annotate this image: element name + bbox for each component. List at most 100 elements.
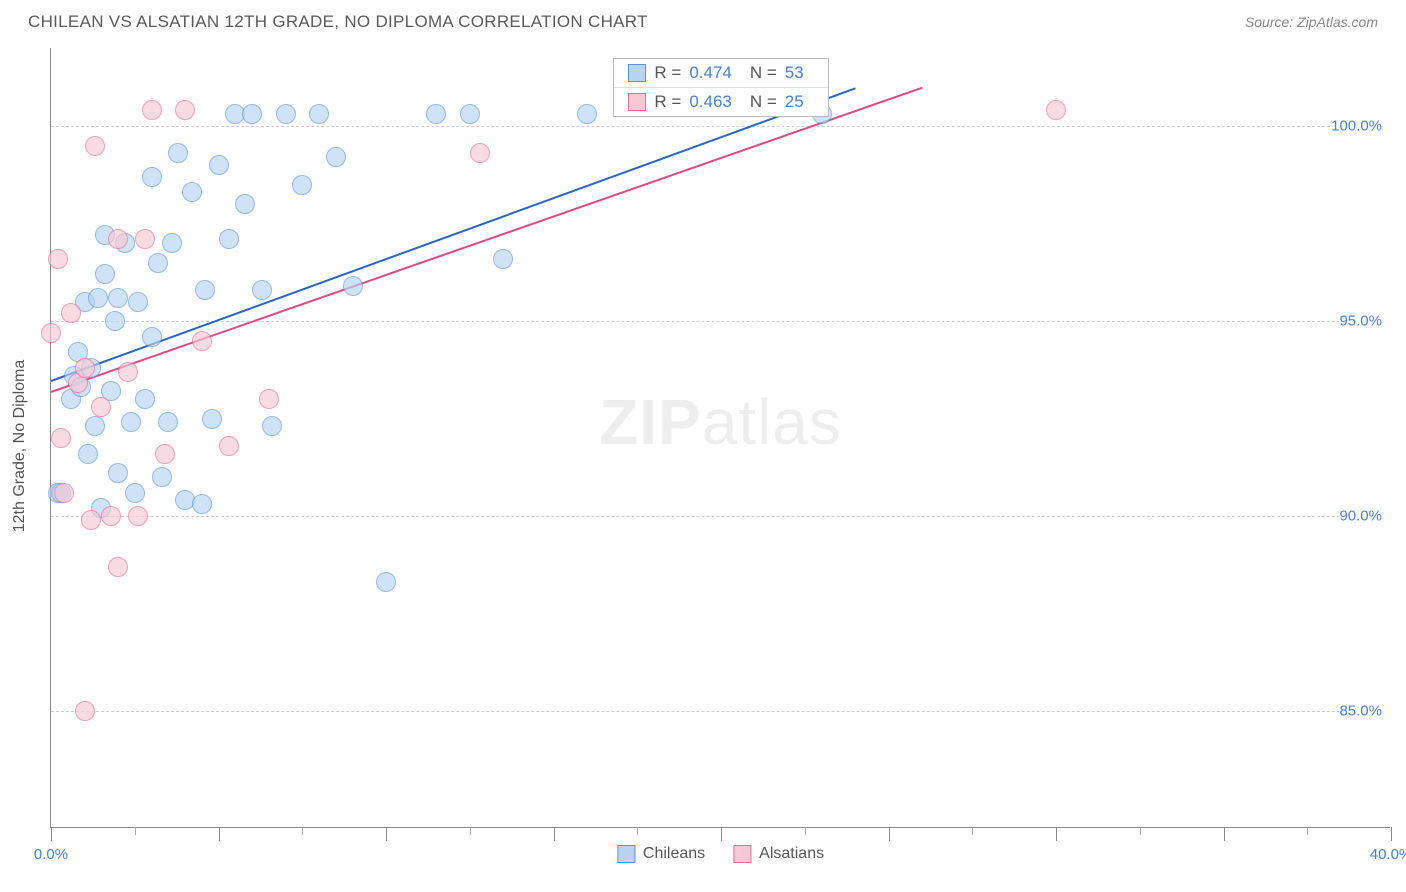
data-point <box>326 147 346 167</box>
data-point <box>135 389 155 409</box>
data-point <box>108 463 128 483</box>
stats-box: R = 0.474 N = 53 R = 0.463 N = 25 <box>613 58 828 117</box>
data-point <box>108 288 128 308</box>
stat-r-value: 0.474 <box>689 63 732 83</box>
y-tick-label: 100.0% <box>1331 118 1392 135</box>
data-point <box>148 253 168 273</box>
chart-title: CHILEAN VS ALSATIAN 12TH GRADE, NO DIPLO… <box>28 12 648 32</box>
x-tick-minor <box>1307 827 1308 835</box>
x-tick-minor <box>1140 827 1141 835</box>
x-tick <box>1391 827 1392 841</box>
data-point <box>101 506 121 526</box>
stat-n-value: 53 <box>785 63 804 83</box>
gridline <box>51 516 1390 517</box>
x-tick-minor <box>805 827 806 835</box>
x-tick-label: 0.0% <box>34 846 68 863</box>
legend-swatch <box>733 845 751 863</box>
data-point <box>242 104 262 124</box>
x-tick <box>721 827 722 841</box>
legend-label: Chileans <box>643 845 705 863</box>
data-point <box>108 229 128 249</box>
x-tick <box>1056 827 1057 841</box>
legend: Chileans Alsatians <box>617 845 824 863</box>
y-axis-label: 12th Grade, No Diploma <box>11 360 29 533</box>
legend-swatch <box>628 64 646 82</box>
data-point <box>91 397 111 417</box>
y-tick-label: 85.0% <box>1339 703 1392 720</box>
stats-row: R = 0.463 N = 25 <box>614 88 827 116</box>
stat-n-label: N = <box>750 92 777 112</box>
data-point <box>85 416 105 436</box>
x-tick-minor <box>972 827 973 835</box>
x-tick <box>51 827 52 841</box>
stat-r-label: R = <box>654 63 681 83</box>
chart-header: CHILEAN VS ALSATIAN 12TH GRADE, NO DIPLO… <box>0 0 1406 40</box>
data-point <box>259 389 279 409</box>
data-point <box>48 249 68 269</box>
stat-r-value: 0.463 <box>689 92 732 112</box>
chart-source: Source: ZipAtlas.com <box>1245 14 1378 30</box>
x-tick <box>554 827 555 841</box>
watermark: ZIPatlas <box>599 385 842 459</box>
data-point <box>168 143 188 163</box>
data-point <box>135 229 155 249</box>
data-point <box>142 327 162 347</box>
data-point <box>142 100 162 120</box>
gridline <box>51 126 1390 127</box>
data-point <box>175 100 195 120</box>
data-point <box>162 233 182 253</box>
x-tick <box>889 827 890 841</box>
data-point <box>142 167 162 187</box>
stats-row: R =0.474N =53 <box>614 59 827 88</box>
x-tick-minor <box>135 827 136 835</box>
x-tick-minor <box>302 827 303 835</box>
data-point <box>78 444 98 464</box>
data-point <box>158 412 178 432</box>
legend-label: Alsatians <box>759 845 824 863</box>
data-point <box>155 444 175 464</box>
data-point <box>105 311 125 331</box>
data-point <box>118 362 138 382</box>
data-point <box>128 292 148 312</box>
data-point <box>292 175 312 195</box>
data-point <box>75 358 95 378</box>
x-tick-minor <box>470 827 471 835</box>
data-point <box>75 701 95 721</box>
data-point <box>202 409 222 429</box>
data-point <box>41 323 61 343</box>
data-point <box>125 483 145 503</box>
data-point <box>252 280 272 300</box>
legend-item: Alsatians <box>733 845 824 863</box>
stat-n-value: 25 <box>785 92 804 112</box>
data-point <box>81 510 101 530</box>
data-point <box>152 467 172 487</box>
data-point <box>192 494 212 514</box>
legend-item: Chileans <box>617 845 705 863</box>
data-point <box>54 483 74 503</box>
x-tick <box>1224 827 1225 841</box>
data-point <box>235 194 255 214</box>
data-point <box>219 436 239 456</box>
x-tick-label: 40.0% <box>1370 846 1406 863</box>
data-point <box>470 143 490 163</box>
data-point <box>460 104 480 124</box>
data-point <box>262 416 282 436</box>
data-point <box>51 428 71 448</box>
data-point <box>95 264 115 284</box>
x-tick <box>386 827 387 841</box>
data-point <box>209 155 229 175</box>
data-point <box>219 229 239 249</box>
scatter-chart: ZIPatlas 85.0%90.0%95.0%100.0%0.0%40.0%R… <box>50 48 1390 828</box>
data-point <box>493 249 513 269</box>
data-point <box>121 412 141 432</box>
legend-swatch <box>628 93 646 111</box>
legend-swatch <box>617 845 635 863</box>
data-point <box>309 104 329 124</box>
data-point <box>577 104 597 124</box>
stat-r-label: R = <box>654 92 681 112</box>
data-point <box>376 572 396 592</box>
data-point <box>128 506 148 526</box>
data-point <box>192 331 212 351</box>
y-tick-label: 90.0% <box>1339 508 1392 525</box>
y-tick-label: 95.0% <box>1339 313 1392 330</box>
